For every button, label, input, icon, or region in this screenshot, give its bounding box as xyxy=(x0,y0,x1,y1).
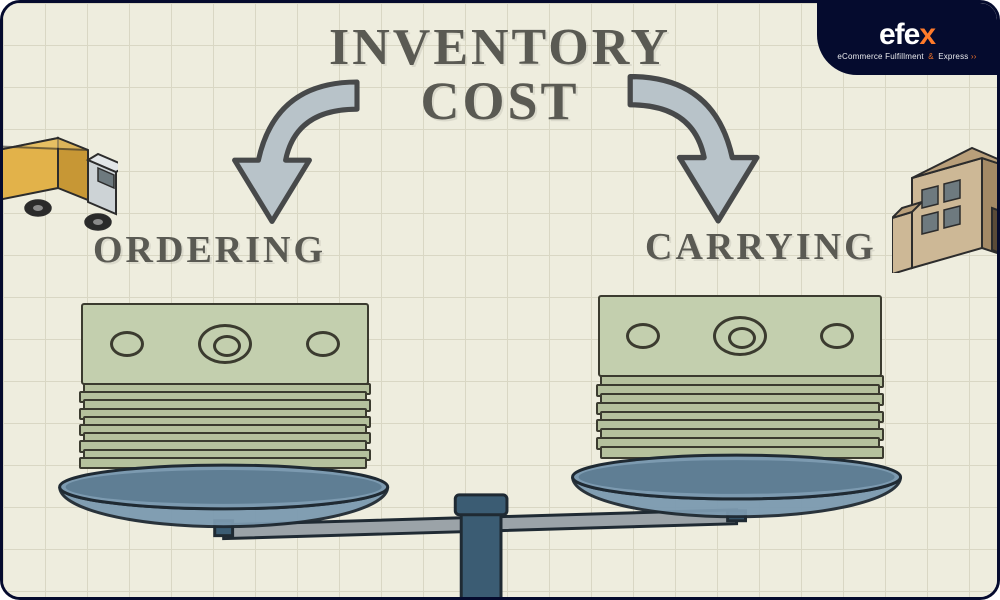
brand-text: efe xyxy=(879,18,919,51)
brand-tagline: eCommerce Fulfillment & Express ›› xyxy=(837,52,976,61)
brand-badge: efex eCommerce Fulfillment & Express ›› xyxy=(817,3,997,75)
brand-accent: x xyxy=(919,18,935,51)
arrow-left xyxy=(221,65,391,240)
balance-scale xyxy=(3,347,997,600)
truck-icon xyxy=(0,128,118,248)
label-carrying: CARRYING xyxy=(645,225,877,269)
arrow-right xyxy=(595,59,771,240)
brand-logo: efex xyxy=(879,18,935,52)
warehouse-icon xyxy=(892,128,1000,273)
infographic-frame: efex eCommerce Fulfillment & Express ›› … xyxy=(0,0,1000,600)
label-ordering: ORDERING xyxy=(93,228,326,272)
